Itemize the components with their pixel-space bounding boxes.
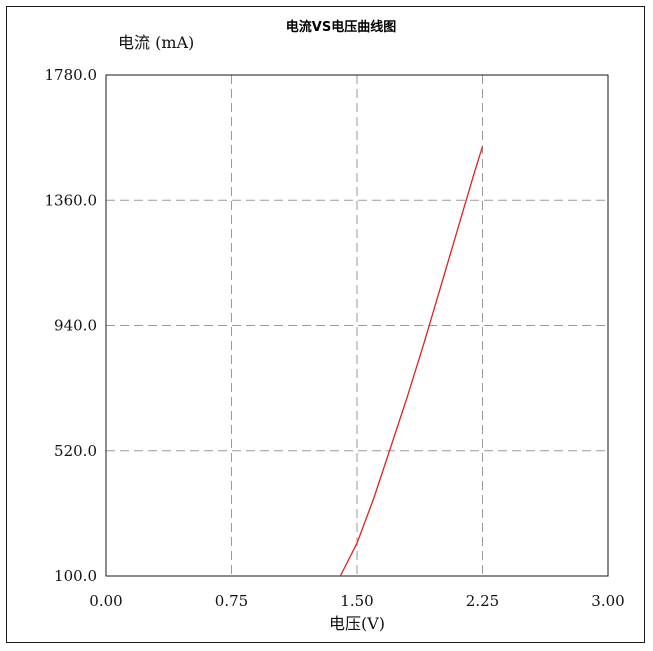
- tick-labels: 0.00 0.75 1.50 2.25 3.00 100.0 520.0 940.0 1360.…: [45, 66, 625, 610]
- x-tick-label: 3.00: [591, 592, 624, 610]
- y-tick-label: 940.0: [54, 317, 97, 335]
- series-layer: [339, 146, 484, 577]
- x-tick-label: 0.00: [89, 592, 122, 610]
- grid-lines: [106, 75, 608, 576]
- x-axis-label: 电压(V): [329, 614, 385, 633]
- x-tick-label: 1.50: [340, 592, 373, 610]
- x-tick-label: 0.75: [215, 592, 248, 610]
- y-axis-label: 电流 (mA): [118, 33, 194, 52]
- chart-title: 电流VS电压曲线图: [286, 19, 396, 35]
- y-tick-label: 520.0: [54, 442, 97, 460]
- y-tick-label: 1780.0: [45, 66, 98, 84]
- plot-area: [105, 74, 609, 577]
- y-tick-label: 1360.0: [45, 191, 98, 209]
- x-tick-label: 2.25: [466, 592, 499, 610]
- chart-frame: [6, 6, 645, 643]
- series-line: [339, 146, 484, 577]
- y-tick-label: 100.0: [54, 567, 97, 585]
